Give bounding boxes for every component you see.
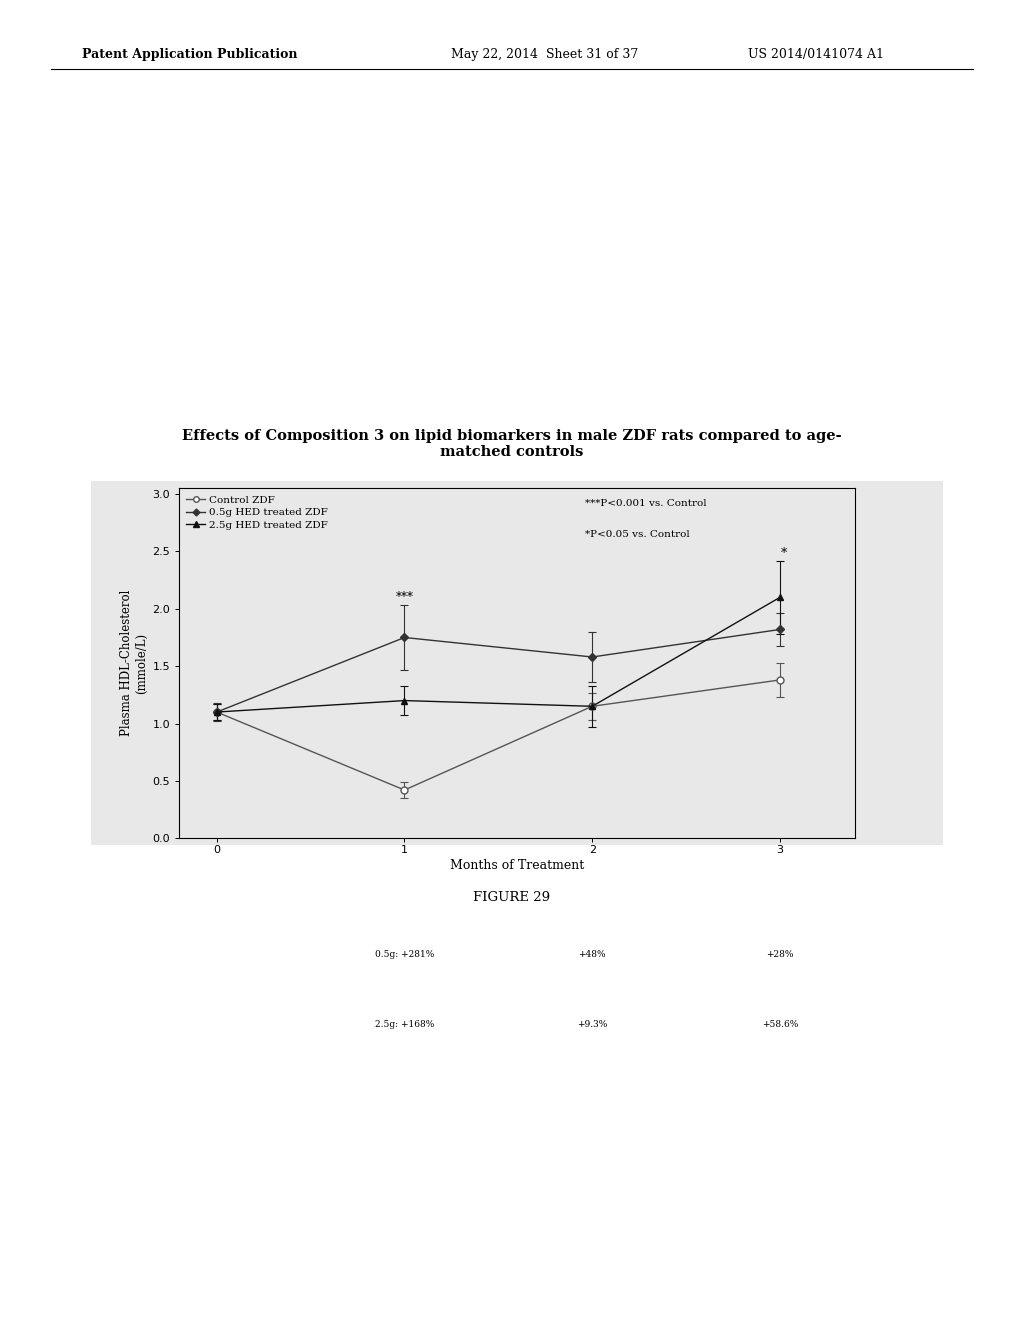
Text: Patent Application Publication: Patent Application Publication [82,48,297,61]
Text: US 2014/0141074 A1: US 2014/0141074 A1 [748,48,884,61]
Text: 2.5g: +168%: 2.5g: +168% [375,1020,434,1030]
Text: +58.6%: +58.6% [762,1020,798,1030]
Text: Effects of Composition 3 on lipid biomarkers in male ZDF rats compared to age-
m: Effects of Composition 3 on lipid biomar… [182,429,842,459]
X-axis label: Months of Treatment: Months of Treatment [450,859,585,873]
Text: ***: *** [395,591,414,605]
Text: 0.5g: +281%: 0.5g: +281% [375,950,434,960]
Text: *: * [780,546,786,560]
Text: +28%: +28% [766,950,794,960]
Text: FIGURE 29: FIGURE 29 [473,891,551,904]
Text: +48%: +48% [579,950,606,960]
Text: ***P<0.001 vs. Control: ***P<0.001 vs. Control [585,499,707,508]
FancyBboxPatch shape [91,482,943,845]
Text: May 22, 2014  Sheet 31 of 37: May 22, 2014 Sheet 31 of 37 [451,48,638,61]
Legend: Control ZDF, 0.5g HED treated ZDF, 2.5g HED treated ZDF: Control ZDF, 0.5g HED treated ZDF, 2.5g … [184,494,331,532]
Text: *P<0.05 vs. Control: *P<0.05 vs. Control [585,531,689,540]
Text: +9.3%: +9.3% [578,1020,607,1030]
Y-axis label: Plasma HDL-Cholesterol
(mmole/L): Plasma HDL-Cholesterol (mmole/L) [120,590,148,737]
